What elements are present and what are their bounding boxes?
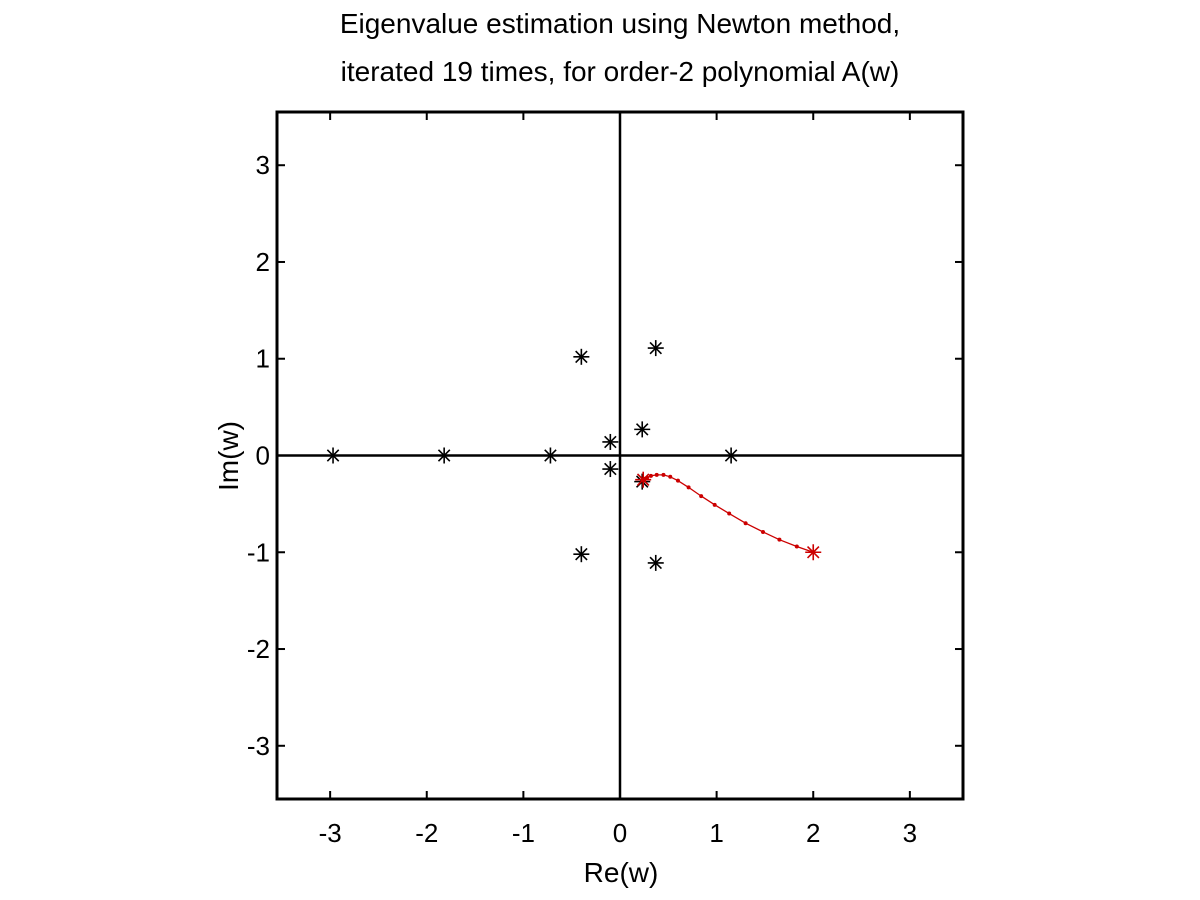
root-point [573,348,590,365]
iteration-point [648,473,653,478]
x-tick-label: 1 [709,818,723,848]
root-point [542,447,559,464]
x-tick-label: -3 [319,818,342,848]
y-tick-label: 0 [256,441,270,471]
iteration-point [699,494,704,499]
iteration-point [675,478,680,483]
y-tick-label: 1 [256,344,270,374]
x-tick-label: -2 [415,818,438,848]
root-point [325,447,342,464]
x-tick-label: 0 [613,818,627,848]
x-axis-label: Re(w) [584,857,659,888]
chart-title-line-2: iterated 19 times, for order-2 polynomia… [340,56,900,87]
iteration-point [668,474,673,479]
root-point [602,461,619,478]
x-tick-label: -1 [512,818,535,848]
iteration-start-point [805,544,822,561]
root-point [723,447,740,464]
iteration-point [661,472,666,477]
y-tick-label: -2 [247,634,270,664]
root-point [573,546,590,563]
iteration-point [712,502,717,507]
iteration-point [760,529,765,534]
iteration-point [794,544,799,549]
y-tick-label: -3 [247,731,270,761]
y-tick-label: 3 [256,150,270,180]
y-tick-label: 2 [256,247,270,277]
root-point [647,554,664,571]
root-point [634,421,651,438]
x-tick-label: 3 [903,818,917,848]
iteration-end-point [635,471,652,488]
chart-title-line-1: Eigenvalue estimation using Newton metho… [339,8,901,39]
iteration-point [686,485,691,490]
root-point [647,340,664,357]
iteration-point [743,521,748,526]
root-point [602,433,619,450]
iteration-point [654,472,659,477]
iteration-point [777,537,782,542]
y-tick-label: -1 [247,537,270,567]
y-axis-label: Im(w) [213,421,244,491]
iteration-point [727,511,732,516]
x-tick-label: 2 [806,818,820,848]
root-point [436,447,453,464]
